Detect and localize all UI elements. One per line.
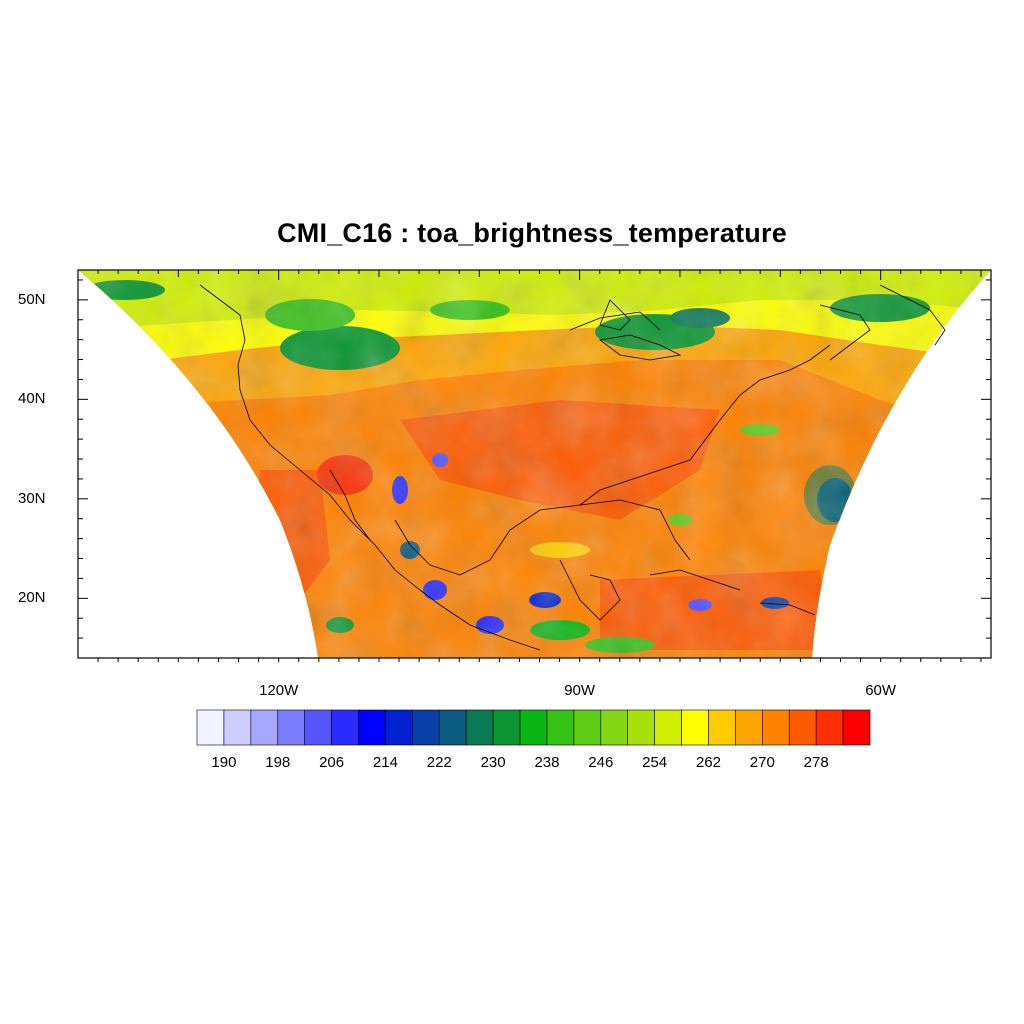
colorbar-swatch	[465, 709, 494, 746]
map-title: CMI_C16 : toa_brightness_temperature	[277, 218, 787, 248]
colorbar-tick-label: 198	[265, 754, 291, 771]
colorbar-swatch	[492, 709, 521, 746]
colorbar-swatch	[708, 709, 736, 746]
axis-ticks	[78, 270, 991, 662]
colorbar-tick-label: 262	[695, 754, 721, 771]
colorbar-swatch	[788, 709, 817, 746]
colorbar-swatch	[735, 709, 763, 746]
colorbar-swatch	[412, 709, 440, 746]
colorbar-swatch	[519, 709, 548, 746]
lat-tick-label: 50N	[18, 290, 46, 308]
colorbar	[196, 709, 871, 746]
colorbar-tick-label: 270	[749, 754, 775, 771]
lon-tick-label: 90W	[564, 682, 596, 699]
lon-tick-label: 60W	[865, 682, 897, 699]
colorbar-tick-label: 238	[534, 754, 560, 771]
colorbar-swatch	[385, 709, 413, 746]
colorbar-tick-label: 278	[803, 754, 829, 771]
satellite-swath	[78, 270, 991, 658]
colorbar-swatch	[250, 709, 279, 746]
coastlines	[199, 284, 946, 651]
colorbar-tick-label: 246	[588, 754, 614, 771]
colorbar-swatch	[331, 709, 359, 746]
lat-tick-label: 30N	[18, 489, 46, 507]
colorbar-tick-label: 254	[642, 754, 668, 771]
colorbar-tick-label: 230	[480, 754, 506, 771]
colorbar-swatch	[600, 709, 629, 746]
lat-tick-label: 20N	[18, 589, 46, 607]
colorbar-swatch	[546, 709, 575, 746]
colorbar-swatch	[358, 709, 386, 746]
colorbar-swatch	[681, 709, 709, 746]
colorbar-swatch	[627, 709, 655, 746]
colorbar-tick-label: 190	[211, 754, 237, 771]
colorbar-swatch	[842, 709, 871, 746]
colorbar-swatch	[304, 709, 332, 746]
map-frame	[77, 269, 992, 659]
colorbar-swatch	[196, 709, 225, 746]
colorbar-swatch	[815, 709, 844, 746]
colorbar-swatch	[573, 709, 602, 746]
lat-tick-label: 40N	[18, 390, 46, 408]
colorbar-swatch	[277, 709, 305, 746]
colorbar-swatch	[762, 709, 790, 746]
colorbar-swatch	[654, 709, 682, 746]
colorbar-tick-label: 206	[319, 754, 345, 771]
colorbar-tick-label: 214	[372, 754, 398, 771]
colorbar-tick-label: 222	[426, 754, 452, 771]
colorbar-swatch	[438, 709, 467, 746]
lon-tick-label: 120W	[259, 682, 299, 699]
colorbar-swatch	[223, 709, 252, 746]
